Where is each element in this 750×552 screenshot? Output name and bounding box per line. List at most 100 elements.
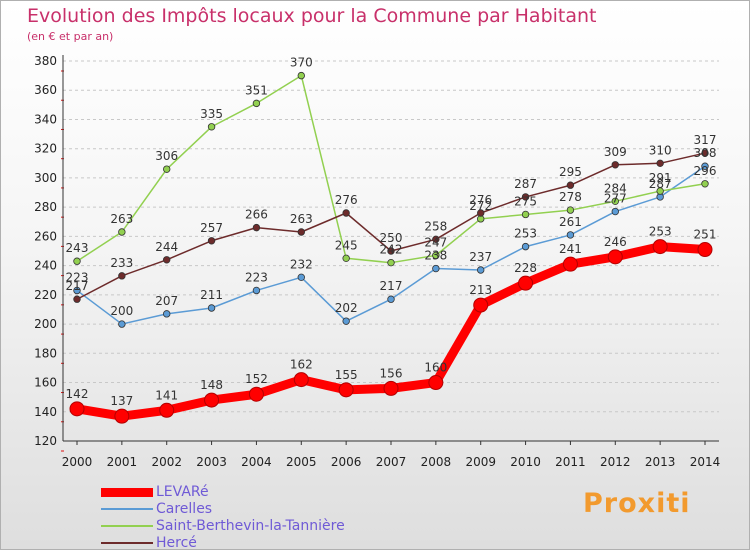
data-label: 308 <box>694 146 717 160</box>
series-point <box>297 71 305 80</box>
series-point <box>521 193 530 201</box>
y-tick-label: 220 <box>34 288 57 302</box>
y-tick-label: 240 <box>34 259 57 273</box>
data-label: 251 <box>694 228 717 242</box>
series-point <box>607 249 623 265</box>
data-label: 284 <box>604 181 627 195</box>
chart-subtitle: (en € et par an) <box>27 30 114 43</box>
series-point <box>338 382 354 398</box>
x-tick-label: 2001 <box>107 455 138 469</box>
x-tick-label: 2009 <box>465 455 496 469</box>
data-label: 287 <box>514 177 537 191</box>
series-point <box>652 239 668 255</box>
series-point <box>163 310 171 318</box>
series-point <box>293 372 309 388</box>
series-point <box>248 386 264 402</box>
series-point <box>477 266 485 274</box>
data-label: 243 <box>66 241 89 255</box>
series-point <box>701 180 709 188</box>
series-point <box>73 257 81 265</box>
series-point <box>342 254 350 263</box>
y-tick-label: 120 <box>34 434 57 448</box>
series-point <box>611 207 619 216</box>
data-label: 258 <box>424 219 447 233</box>
y-tick-label: 180 <box>34 346 57 360</box>
series-point <box>701 162 709 170</box>
legend-swatch <box>101 525 153 527</box>
series-point <box>207 237 216 245</box>
data-label: 309 <box>604 145 627 159</box>
x-tick-label: 2012 <box>600 455 631 469</box>
series-point <box>566 181 575 189</box>
data-label: 370 <box>290 56 313 70</box>
series-point <box>387 247 395 255</box>
x-tick-label: 2005 <box>286 455 317 469</box>
data-label: 310 <box>649 143 672 157</box>
series-point <box>566 231 575 239</box>
series-point <box>432 264 440 273</box>
series-point <box>387 258 395 267</box>
y-tick-label: 140 <box>34 405 57 419</box>
series-layer <box>69 71 713 424</box>
x-tick-label: 2010 <box>510 455 541 469</box>
data-label: 276 <box>335 193 358 207</box>
series-point <box>297 273 305 282</box>
data-label: 217 <box>66 279 89 293</box>
x-tick-label: 2007 <box>376 455 407 469</box>
series-point <box>118 272 126 280</box>
data-label: 276 <box>469 193 492 207</box>
series-point <box>252 223 261 232</box>
series-point <box>473 297 489 313</box>
data-label: 253 <box>514 227 537 241</box>
y-tick-label: 360 <box>34 83 57 97</box>
series-point <box>73 286 81 295</box>
series-point <box>297 228 305 236</box>
data-label: 306 <box>155 149 178 163</box>
data-label: 223 <box>66 270 89 284</box>
data-label: 232 <box>290 257 313 271</box>
data-label: 223 <box>245 270 268 284</box>
chart-title: Evolution des Impôts locaux pour la Comm… <box>27 5 597 27</box>
series-point <box>566 206 575 214</box>
x-tick-label: 2002 <box>151 455 182 469</box>
data-label: 162 <box>290 358 313 372</box>
data-label: 351 <box>245 83 268 97</box>
series-point <box>118 320 126 328</box>
data-label: 152 <box>245 372 268 386</box>
series-line-3 <box>76 152 706 300</box>
x-tick-label: 2004 <box>241 455 272 469</box>
data-label: 296 <box>694 164 717 178</box>
data-label: 137 <box>110 394 133 408</box>
data-label: 246 <box>604 235 627 249</box>
legend-label: LEVARé <box>156 484 209 500</box>
series-point <box>611 161 619 169</box>
data-label: 241 <box>559 242 582 256</box>
data-label: 295 <box>559 165 582 179</box>
data-label: 217 <box>380 279 403 293</box>
data-label: 263 <box>110 212 133 226</box>
data-label: 317 <box>694 133 717 147</box>
data-label: 200 <box>110 304 133 318</box>
y-tick-label: 300 <box>34 171 57 185</box>
legend-swatch <box>101 542 153 544</box>
series-point <box>521 242 530 251</box>
series-point <box>342 317 350 325</box>
data-label: 245 <box>335 238 358 252</box>
series-point <box>518 275 534 291</box>
y-tick-label: 320 <box>34 142 57 156</box>
series-point <box>697 242 713 258</box>
series-point <box>432 251 440 260</box>
proxiti-logo: Proxiti <box>583 488 691 519</box>
series-point <box>656 159 664 168</box>
series-point <box>207 304 216 312</box>
series-point <box>701 149 709 157</box>
data-label: 247 <box>424 235 447 249</box>
legend-label: Saint-Berthevin-la-Tannière <box>156 518 345 534</box>
data-label: 261 <box>559 215 582 229</box>
data-label: 233 <box>110 256 133 270</box>
data-label: 250 <box>380 231 403 245</box>
series-point <box>252 286 261 295</box>
data-label: 207 <box>155 294 178 308</box>
